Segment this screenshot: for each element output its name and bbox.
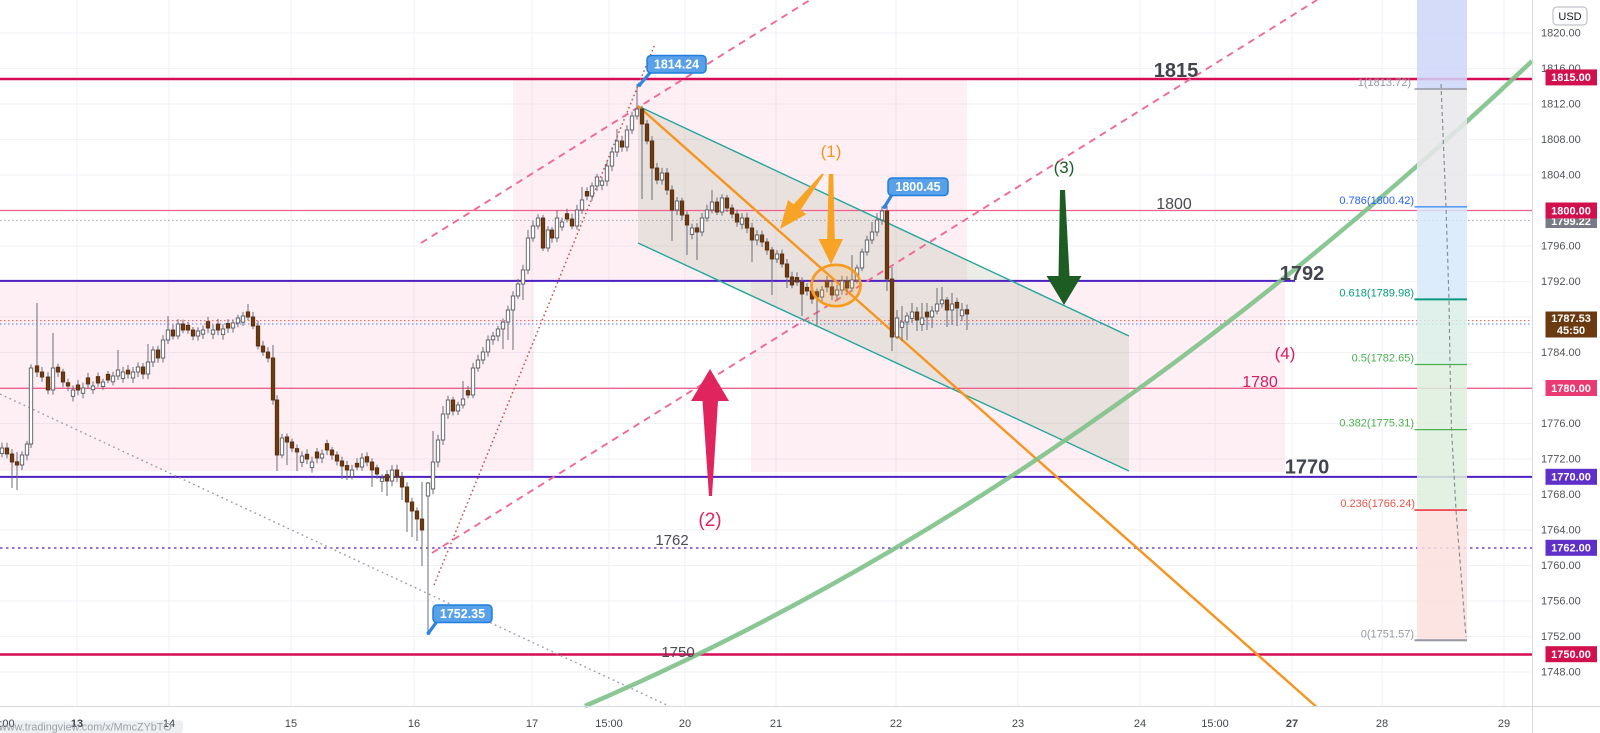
svg-text:1804.00: 1804.00 <box>1541 170 1581 182</box>
svg-text:0.382(1775.31): 0.382(1775.31) <box>1339 418 1414 430</box>
svg-text:1748.00: 1748.00 <box>1541 667 1581 679</box>
svg-text:USD: USD <box>1558 11 1581 23</box>
svg-text:1792.00: 1792.00 <box>1541 276 1581 288</box>
svg-text:15:00: 15:00 <box>1201 718 1229 730</box>
svg-text:1800: 1800 <box>1156 196 1192 213</box>
svg-text:1787.53: 1787.53 <box>1551 313 1591 325</box>
svg-text:(4): (4) <box>1275 344 1296 363</box>
svg-text:0.5(1782.65): 0.5(1782.65) <box>1352 353 1414 365</box>
svg-text:1762: 1762 <box>655 532 688 549</box>
svg-text:1768.00: 1768.00 <box>1541 489 1581 501</box>
svg-text:29: 29 <box>1498 718 1510 730</box>
svg-text:(2): (2) <box>698 510 721 531</box>
svg-text:27: 27 <box>1286 718 1298 730</box>
svg-text:1784.00: 1784.00 <box>1541 347 1581 359</box>
svg-text:1760.00: 1760.00 <box>1541 560 1581 572</box>
svg-text:28: 28 <box>1376 718 1388 730</box>
svg-text:1820.00: 1820.00 <box>1541 28 1581 40</box>
svg-text:1815: 1815 <box>1154 60 1199 82</box>
svg-text:1800.45: 1800.45 <box>895 180 940 194</box>
svg-text:0.236(1766.24): 0.236(1766.24) <box>1340 498 1415 510</box>
svg-text:1780.00: 1780.00 <box>1551 383 1591 395</box>
svg-text:1792: 1792 <box>1280 263 1325 285</box>
svg-text:1770.00: 1770.00 <box>1551 472 1591 484</box>
svg-text:1780: 1780 <box>1242 374 1278 391</box>
svg-text:0(1751.57): 0(1751.57) <box>1361 628 1414 640</box>
svg-text:1808.00: 1808.00 <box>1541 134 1581 146</box>
svg-text:21: 21 <box>770 718 782 730</box>
svg-text:1750.00: 1750.00 <box>1551 649 1591 661</box>
svg-text:1814.24: 1814.24 <box>654 58 699 72</box>
svg-text:1815.00: 1815.00 <box>1551 72 1591 84</box>
svg-text:1764.00: 1764.00 <box>1541 525 1581 537</box>
svg-text:(1): (1) <box>821 142 842 161</box>
svg-text:1752.35: 1752.35 <box>440 607 485 621</box>
svg-text:0.786(1800.42): 0.786(1800.42) <box>1339 195 1414 207</box>
svg-text:1796.00: 1796.00 <box>1541 241 1581 253</box>
svg-text:1776.00: 1776.00 <box>1541 418 1581 430</box>
svg-text:24: 24 <box>1134 718 1146 730</box>
svg-text:22: 22 <box>890 718 902 730</box>
svg-text:45:50: 45:50 <box>1557 325 1585 337</box>
svg-text:1752.00: 1752.00 <box>1541 631 1581 643</box>
svg-text:13: 13 <box>71 718 83 730</box>
svg-text:(3): (3) <box>1054 158 1075 177</box>
svg-text:1799.22: 1799.22 <box>1551 216 1591 228</box>
svg-text:1762.00: 1762.00 <box>1551 543 1591 555</box>
svg-text://www.tradingview.com/x/MmcZYb: //www.tradingview.com/x/MmcZYbTO <box>0 722 172 733</box>
svg-text:23: 23 <box>1012 718 1024 730</box>
svg-text:1800.00: 1800.00 <box>1551 205 1591 217</box>
svg-text:20: 20 <box>679 718 691 730</box>
svg-text:1(1813.72): 1(1813.72) <box>1358 77 1411 89</box>
svg-text:17: 17 <box>526 718 538 730</box>
svg-text:16: 16 <box>408 718 420 730</box>
svg-text:15: 15 <box>285 718 297 730</box>
svg-text:1756.00: 1756.00 <box>1541 596 1581 608</box>
svg-text:1772.00: 1772.00 <box>1541 454 1581 466</box>
svg-text:1812.00: 1812.00 <box>1541 99 1581 111</box>
svg-text:14: 14 <box>163 718 175 730</box>
svg-text:1750: 1750 <box>661 644 694 661</box>
svg-text::00: :00 <box>0 718 15 730</box>
svg-text:15:00: 15:00 <box>595 718 623 730</box>
svg-text:0.618(1789.98): 0.618(1789.98) <box>1339 287 1414 299</box>
svg-text:1770: 1770 <box>1285 457 1330 479</box>
